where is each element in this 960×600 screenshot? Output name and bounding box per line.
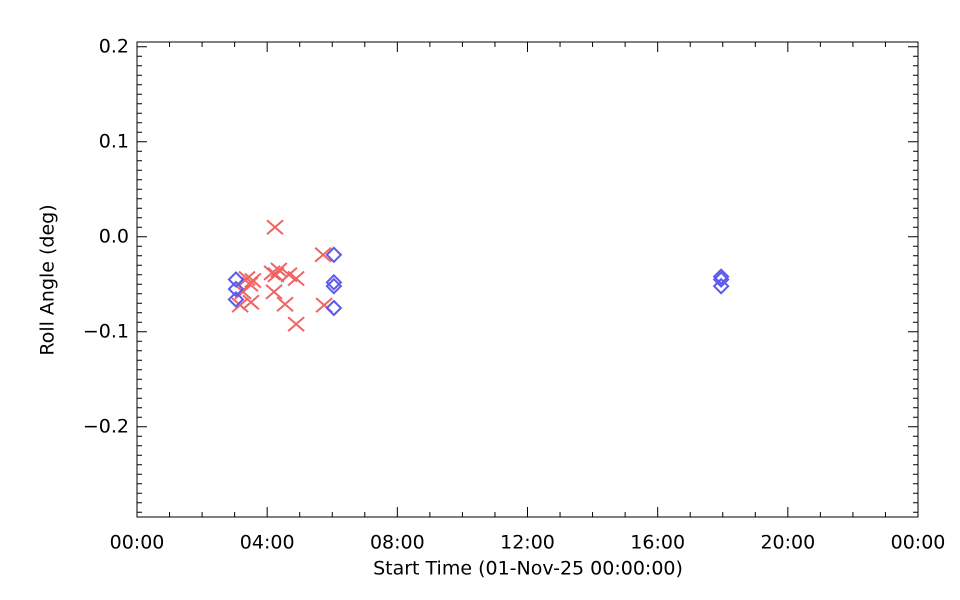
point bbox=[325, 273, 343, 291]
x-tick-label: 20:00 bbox=[760, 532, 815, 554]
point bbox=[325, 246, 343, 264]
y-tick-label: −0.1 bbox=[83, 320, 129, 342]
point bbox=[325, 277, 343, 295]
point bbox=[231, 297, 249, 313]
point bbox=[712, 277, 730, 295]
x-tick-label: 04:00 bbox=[240, 532, 295, 554]
y-tick-label: 0.1 bbox=[99, 130, 129, 152]
point bbox=[227, 271, 245, 288]
point bbox=[227, 280, 245, 298]
point bbox=[287, 270, 305, 287]
point bbox=[270, 262, 288, 278]
x-tick-label: 00:00 bbox=[891, 532, 946, 554]
point bbox=[267, 266, 285, 283]
x-tick-label: 16:00 bbox=[630, 532, 685, 554]
point bbox=[234, 284, 252, 300]
point bbox=[227, 291, 245, 308]
y-tick-label: −0.2 bbox=[83, 415, 129, 437]
point bbox=[276, 296, 294, 312]
point bbox=[242, 294, 260, 311]
point bbox=[266, 219, 284, 236]
point bbox=[241, 276, 259, 293]
y-tick-label: 0.2 bbox=[99, 35, 129, 57]
point bbox=[712, 271, 730, 288]
x-tick-label: 00:00 bbox=[110, 532, 165, 554]
x-axis-title: Start Time (01-Nov-25 00:00:00) bbox=[373, 558, 683, 580]
point bbox=[265, 284, 283, 300]
point bbox=[712, 268, 730, 286]
point bbox=[325, 299, 343, 317]
point bbox=[314, 247, 332, 263]
x-tick-label: 12:00 bbox=[500, 532, 555, 554]
x-tick-label: 08:00 bbox=[370, 532, 425, 554]
point bbox=[287, 316, 305, 332]
y-tick-label: 0.0 bbox=[99, 225, 129, 247]
y-axis-title: Roll Angle (deg) bbox=[37, 204, 59, 355]
